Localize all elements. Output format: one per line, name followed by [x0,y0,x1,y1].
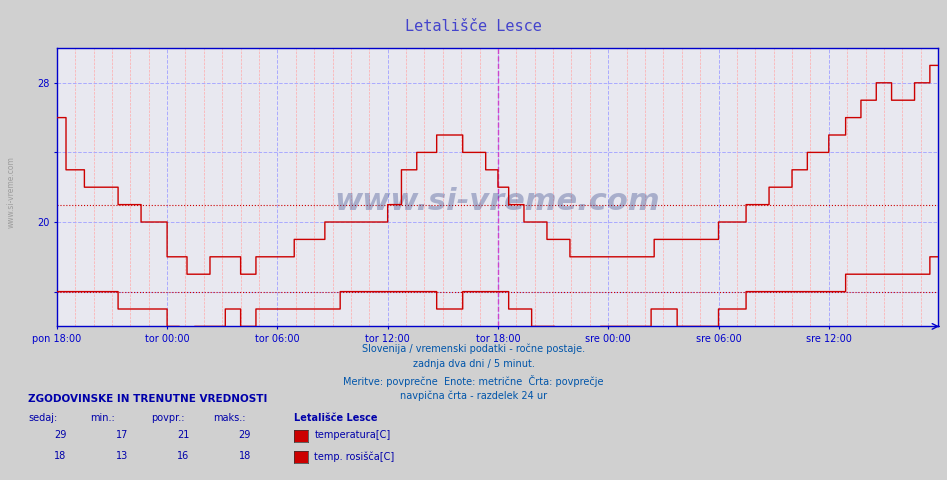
Text: sedaj:: sedaj: [28,413,58,423]
Text: 18: 18 [239,451,251,461]
Text: 16: 16 [177,451,189,461]
Text: 29: 29 [54,430,66,440]
Text: 21: 21 [177,430,189,440]
Text: 29: 29 [239,430,251,440]
Text: Letališče Lesce: Letališče Lesce [294,413,377,423]
Text: navpična črta - razdelek 24 ur: navpična črta - razdelek 24 ur [400,391,547,401]
Text: ZGODOVINSKE IN TRENUTNE VREDNOSTI: ZGODOVINSKE IN TRENUTNE VREDNOSTI [28,394,268,404]
Text: maks.:: maks.: [213,413,245,423]
Text: www.si-vreme.com: www.si-vreme.com [334,187,660,216]
Text: 13: 13 [116,451,128,461]
Text: povpr.:: povpr.: [152,413,185,423]
Text: 18: 18 [54,451,66,461]
Text: 17: 17 [116,430,128,440]
Text: Meritve: povprečne  Enote: metrične  Črta: povprečje: Meritve: povprečne Enote: metrične Črta:… [343,375,604,387]
Text: zadnja dva dni / 5 minut.: zadnja dva dni / 5 minut. [413,359,534,369]
Text: Letališče Lesce: Letališče Lesce [405,19,542,34]
Text: min.:: min.: [90,413,115,423]
Text: Slovenija / vremenski podatki - ročne postaje.: Slovenija / vremenski podatki - ročne po… [362,343,585,354]
Text: temp. rosišča[C]: temp. rosišča[C] [314,451,395,462]
Text: www.si-vreme.com: www.si-vreme.com [7,156,16,228]
Text: temperatura[C]: temperatura[C] [314,430,391,440]
